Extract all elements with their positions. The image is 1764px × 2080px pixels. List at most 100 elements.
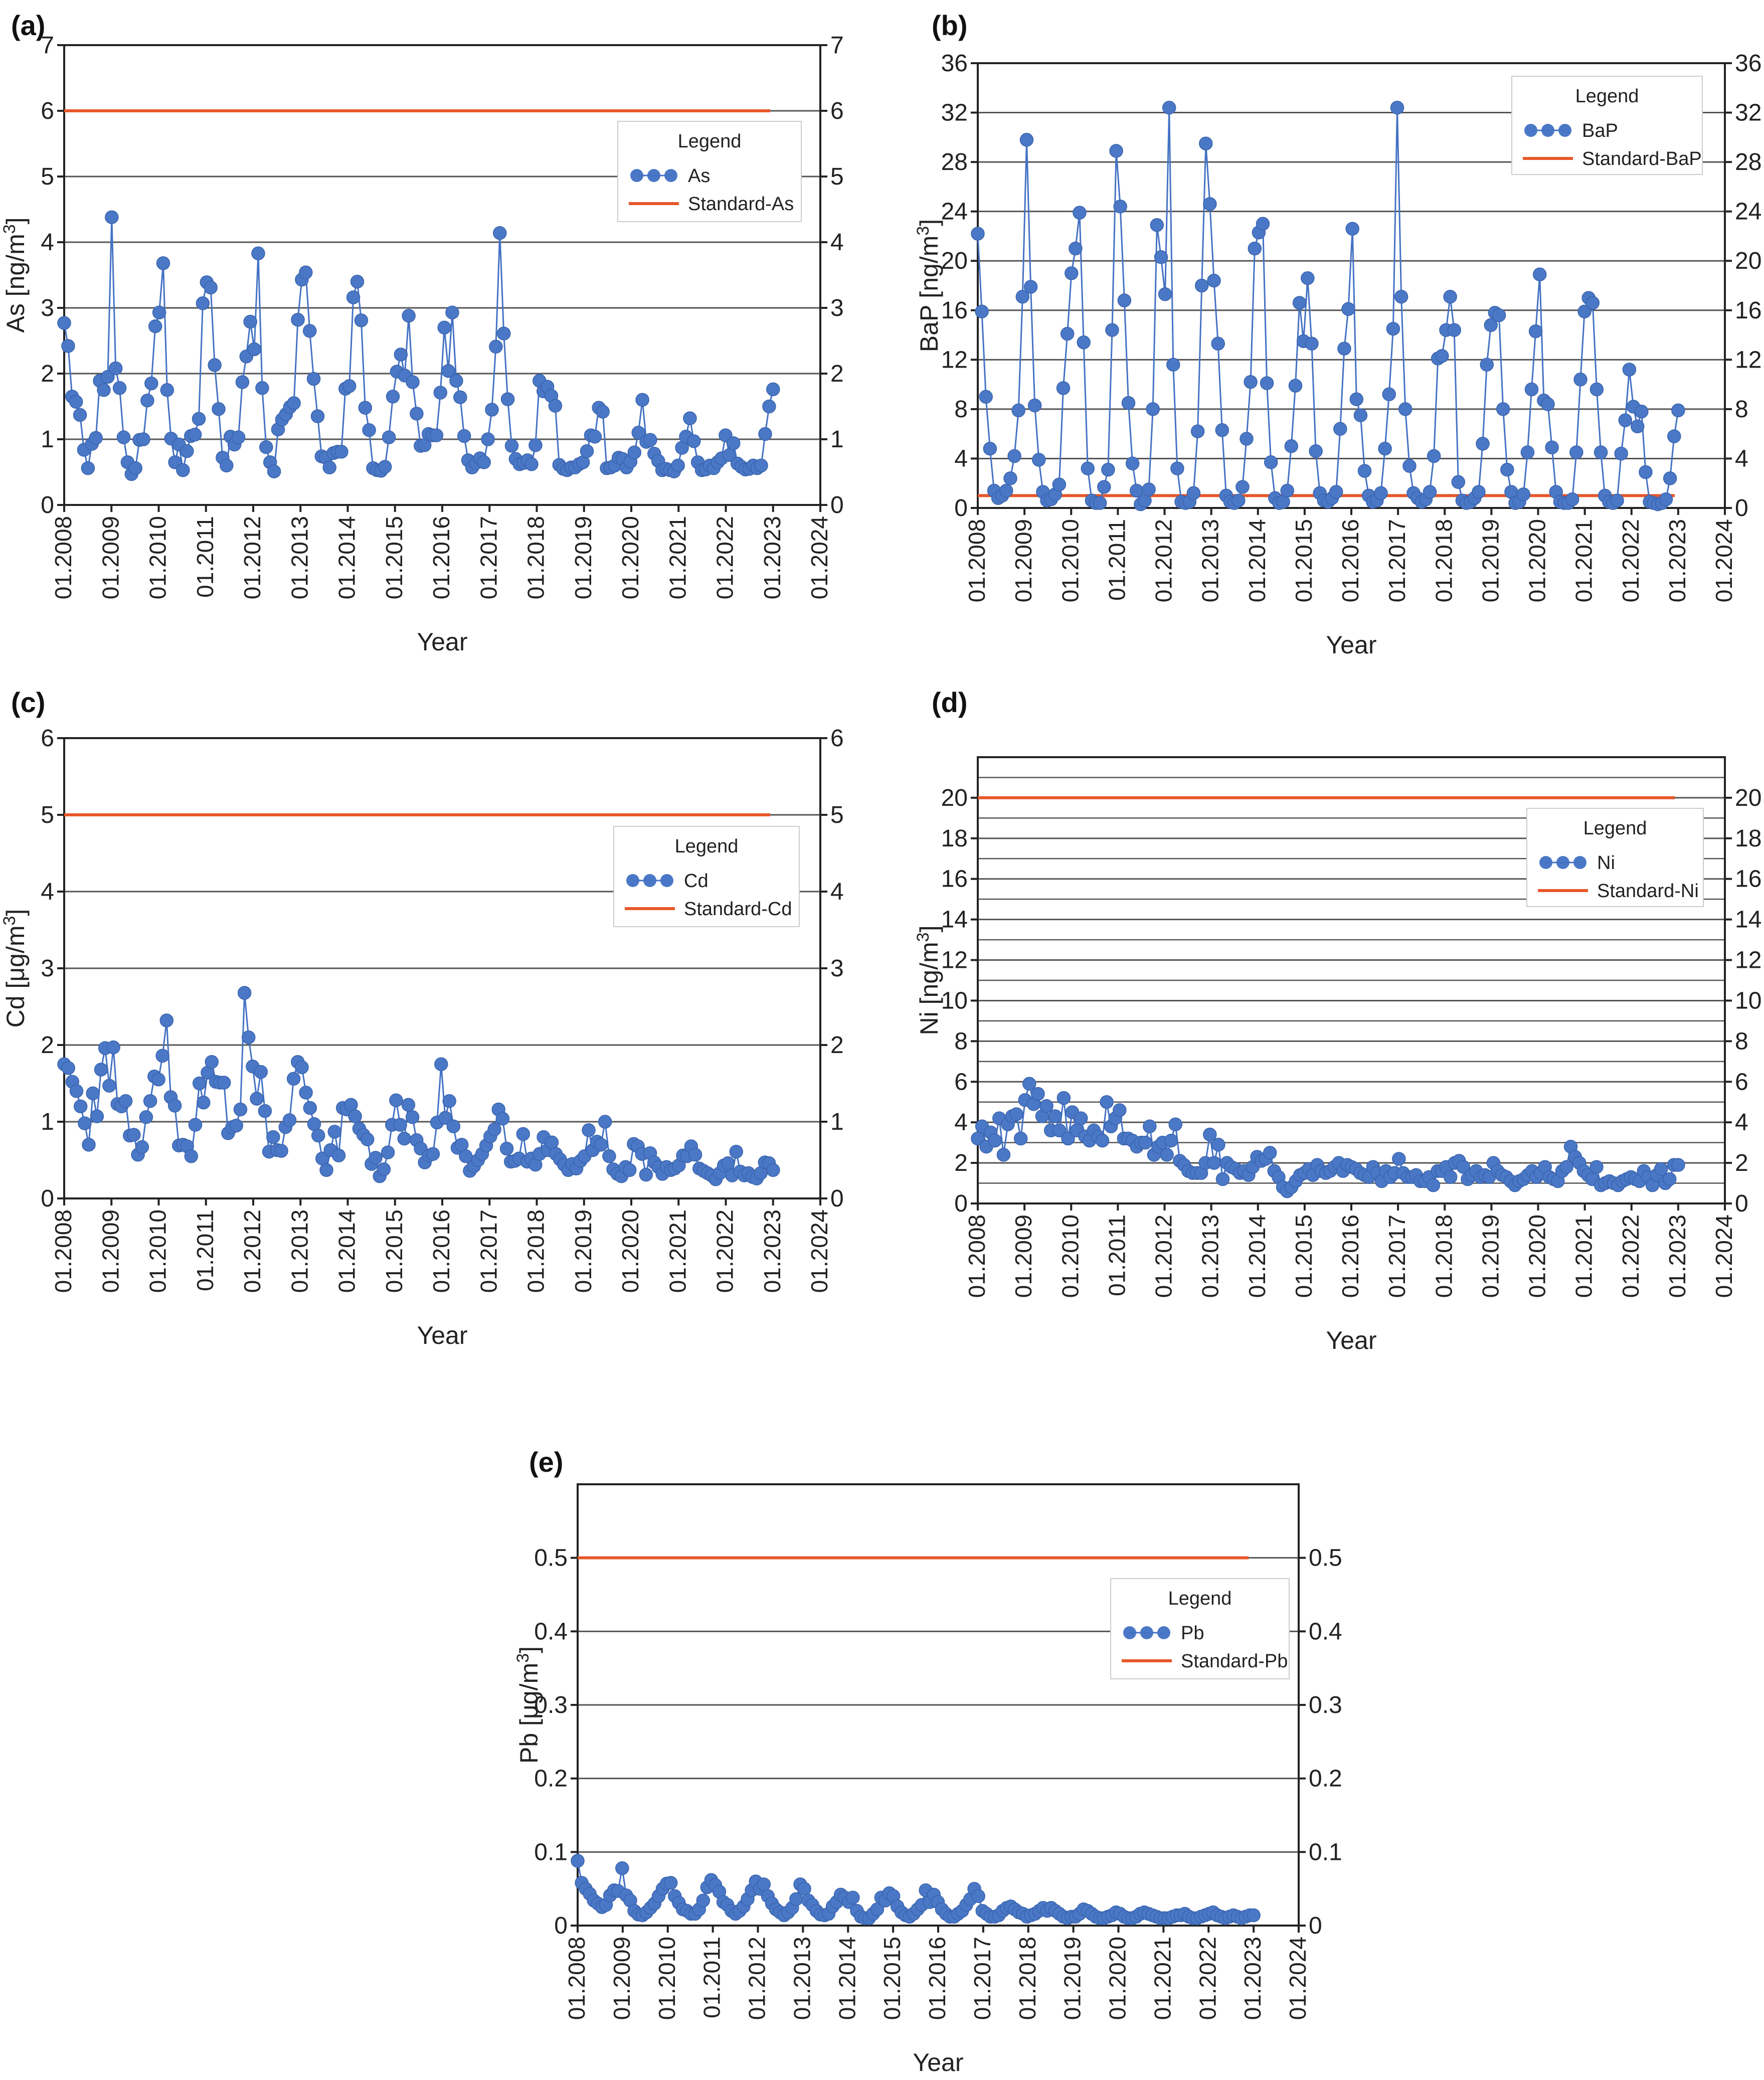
data-point xyxy=(346,290,361,304)
y-tick-label-right: 1 xyxy=(830,1109,844,1135)
x-tick-label: 01.2022 xyxy=(1194,1937,1220,2020)
data-point xyxy=(1260,376,1274,390)
y-tick-label-right: 4 xyxy=(830,879,844,905)
y-tick-label-left: 4 xyxy=(41,879,54,905)
data-point xyxy=(1164,1133,1178,1148)
data-point xyxy=(1142,482,1156,496)
legend-series-label: Ni xyxy=(1597,852,1615,874)
legend-standard-label: Standard-BaP xyxy=(1582,148,1702,169)
data-point xyxy=(250,1092,264,1106)
x-tick-label: 01.2013 xyxy=(286,1209,312,1293)
data-point xyxy=(445,305,459,319)
data-point xyxy=(627,445,642,459)
x-tick-label: 01.2016 xyxy=(1337,519,1363,602)
y-tick-label-left: 6 xyxy=(41,98,54,124)
data-point xyxy=(1577,304,1592,318)
y-tick-label-right: 0.1 xyxy=(1309,1839,1342,1865)
x-tick-label: 01.2017 xyxy=(969,1937,995,2020)
y-tick-label-left: 5 xyxy=(41,802,54,828)
data-point xyxy=(1113,1103,1127,1117)
data-point xyxy=(1451,475,1466,489)
data-point xyxy=(127,1128,141,1142)
data-point xyxy=(393,1118,407,1132)
data-point xyxy=(69,395,83,409)
data-point xyxy=(1528,324,1543,338)
data-point xyxy=(89,431,103,445)
y-tick-label-left: 2 xyxy=(41,1032,54,1059)
y-tick-label-right: 0.2 xyxy=(1309,1766,1342,1792)
x-tick-label: 01.2014 xyxy=(834,1937,860,2020)
data-point xyxy=(596,405,610,419)
data-point xyxy=(167,1099,182,1113)
data-point xyxy=(1394,289,1408,304)
data-point xyxy=(360,1132,375,1146)
y-axis-label: Cd [μg/m3] xyxy=(0,909,30,1028)
data-point xyxy=(437,320,451,335)
panel-label: (d) xyxy=(932,686,968,718)
x-tick-label: 01.2014 xyxy=(1244,1215,1270,1298)
data-point xyxy=(243,314,257,329)
x-tick-label: 01.2013 xyxy=(1197,1215,1223,1298)
data-point xyxy=(1101,462,1115,477)
data-point xyxy=(57,316,71,330)
data-point xyxy=(1247,1908,1261,1923)
data-point xyxy=(241,1030,256,1045)
data-point xyxy=(426,1147,440,1161)
data-point xyxy=(516,1127,531,1141)
data-point xyxy=(1476,437,1490,451)
x-tick-label: 01.2014 xyxy=(1244,519,1270,602)
data-point xyxy=(78,1116,92,1130)
y-tick-label-left: 32 xyxy=(941,100,968,126)
chart-panel-a: 0 0 1 1 2 2 3 3 4 4 5 5 6 6 7 7 01.2008 01.2009 01.2010 01.… xyxy=(0,10,844,656)
data-point xyxy=(259,440,273,454)
data-point xyxy=(495,1112,510,1126)
y-tick-label-right: 16 xyxy=(1735,297,1761,324)
y-tick-label-right: 0 xyxy=(1735,495,1748,522)
x-tick-label: 01.2023 xyxy=(759,1209,785,1293)
data-point xyxy=(118,1094,133,1108)
data-point xyxy=(1447,323,1461,337)
chart-panel-e: 0 0 0.1 0.1 0.2 0.2 0.3 0.3 0.4 0.4 0.5 0.5 01.2008 0… xyxy=(513,1446,1342,2076)
data-point xyxy=(1073,206,1087,220)
data-point xyxy=(377,1162,391,1176)
data-point xyxy=(1093,496,1107,510)
data-point xyxy=(287,396,301,410)
x-tick-label: 01.2023 xyxy=(759,516,785,599)
data-point xyxy=(671,458,685,473)
x-tick-label: 01.2023 xyxy=(1664,1215,1690,1298)
data-point xyxy=(1492,308,1506,322)
data-point xyxy=(598,1115,612,1129)
data-point xyxy=(1095,1133,1110,1148)
x-tick-label: 01.2009 xyxy=(97,516,123,599)
data-point xyxy=(251,246,265,261)
data-point xyxy=(433,386,448,400)
data-point xyxy=(405,1110,420,1124)
data-point xyxy=(1423,485,1437,499)
data-point xyxy=(237,986,252,1000)
data-point xyxy=(1158,287,1172,301)
legend-standard-label: Standard-Cd xyxy=(684,899,792,920)
data-point xyxy=(1443,289,1457,304)
data-point xyxy=(1150,218,1164,232)
data-point xyxy=(1105,323,1119,337)
data-point xyxy=(797,1881,811,1896)
data-point xyxy=(231,430,246,444)
data-point xyxy=(1117,293,1132,307)
x-tick-label: 01.2013 xyxy=(789,1937,815,2020)
y-tick-label-left: 16 xyxy=(941,297,968,324)
legend: Legend As Standard-As xyxy=(617,121,802,222)
data-point xyxy=(310,409,325,423)
data-point xyxy=(344,1098,358,1112)
data-point xyxy=(988,1133,1002,1148)
y-tick-label-left: 8 xyxy=(954,1028,968,1055)
x-tick-label: 01.2024 xyxy=(1711,1215,1737,1298)
y-tick-label-right: 1 xyxy=(830,426,844,453)
data-point xyxy=(1284,439,1299,453)
y-tick-label-left: 3 xyxy=(41,955,54,982)
x-tick-label: 01.2022 xyxy=(1618,519,1644,602)
data-point xyxy=(1207,1156,1221,1170)
data-point xyxy=(1516,487,1531,501)
data-point xyxy=(1456,1160,1471,1174)
data-point xyxy=(1056,1091,1071,1105)
y-axis-label: BaP [ng/m3] xyxy=(914,219,943,352)
